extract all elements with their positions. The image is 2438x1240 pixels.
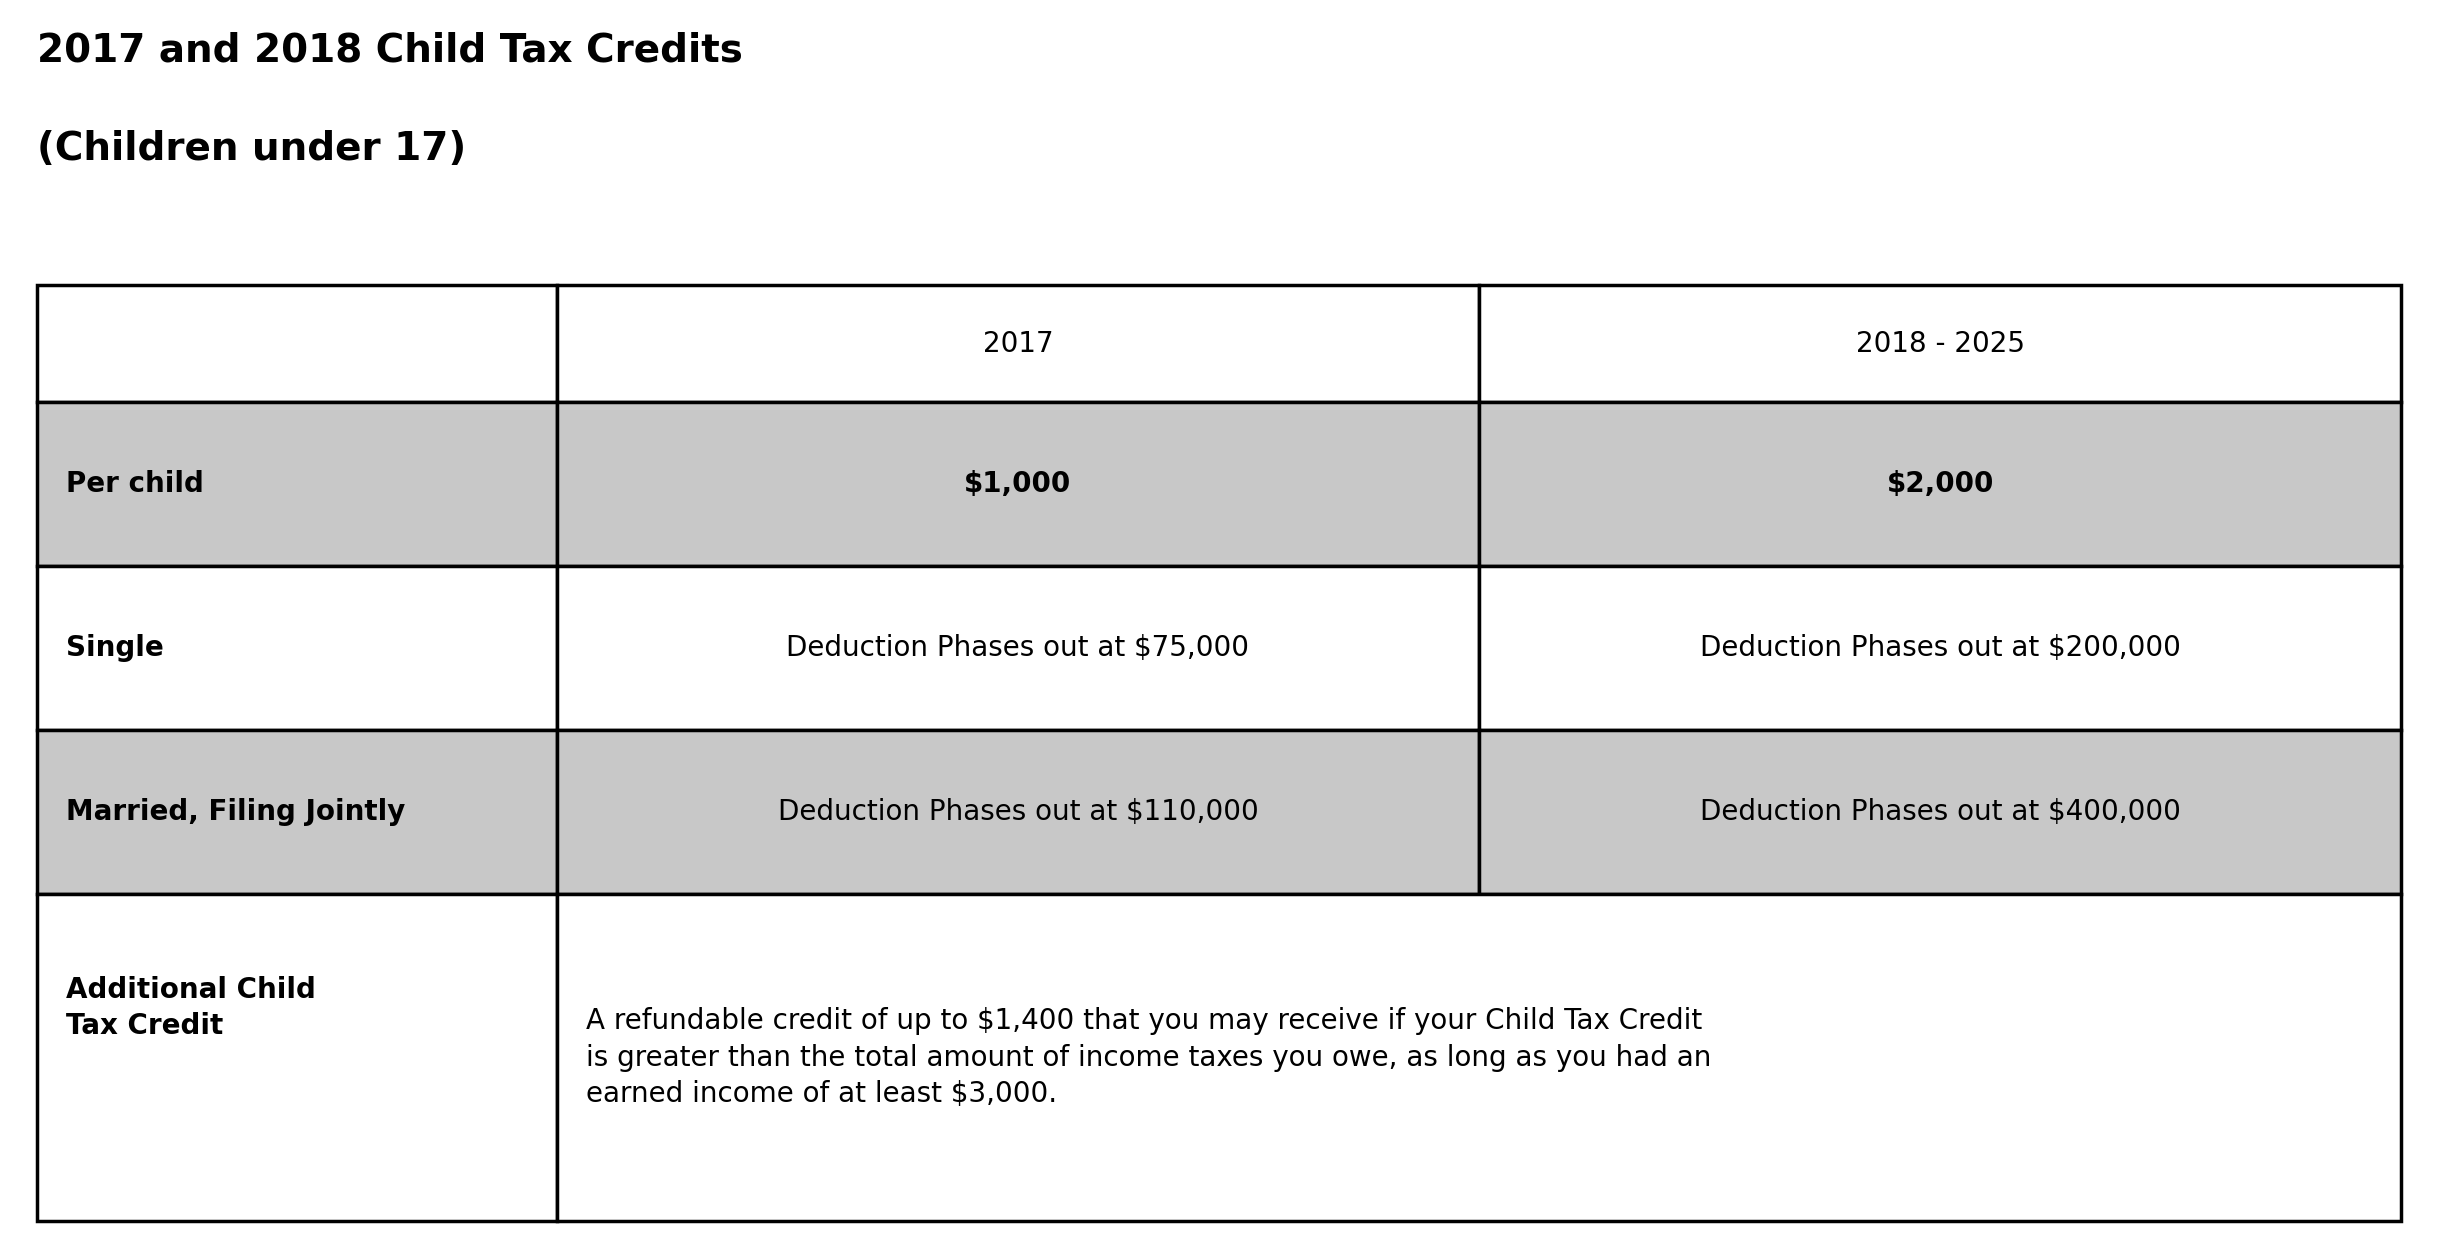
Text: Deduction Phases out at $400,000: Deduction Phases out at $400,000	[1699, 797, 2180, 826]
Bar	[1480, 565, 2401, 730]
Bar	[1480, 285, 2401, 402]
Text: A refundable credit of up to $1,400 that you may receive if your Child Tax Credi: A refundable credit of up to $1,400 that…	[585, 1007, 1711, 1109]
Text: $2,000: $2,000	[1887, 470, 1994, 498]
Text: Married, Filing Jointly: Married, Filing Jointly	[66, 797, 405, 826]
Bar	[1480, 730, 2401, 894]
Text: Deduction Phases out at $110,000: Deduction Phases out at $110,000	[778, 797, 1258, 826]
Bar	[37, 402, 556, 565]
Text: $1,000: $1,000	[965, 470, 1073, 498]
Bar	[1480, 402, 2401, 565]
Text: Single: Single	[66, 634, 163, 662]
Bar	[37, 894, 556, 1221]
Text: 2017 and 2018 Child Tax Credits: 2017 and 2018 Child Tax Credits	[37, 31, 744, 69]
Text: Deduction Phases out at $75,000: Deduction Phases out at $75,000	[787, 634, 1251, 662]
Bar	[37, 285, 556, 402]
Bar	[556, 894, 2401, 1221]
Bar	[556, 402, 1480, 565]
Text: Deduction Phases out at $200,000: Deduction Phases out at $200,000	[1699, 634, 2180, 662]
Bar	[556, 730, 1480, 894]
Bar	[556, 565, 1480, 730]
Bar	[556, 285, 1480, 402]
Text: Additional Child
Tax Credit: Additional Child Tax Credit	[66, 976, 315, 1040]
Bar	[37, 565, 556, 730]
Text: (Children under 17): (Children under 17)	[37, 130, 466, 169]
Text: Per child: Per child	[66, 470, 205, 498]
Text: 2017: 2017	[983, 330, 1053, 357]
Bar	[37, 730, 556, 894]
Text: 2018 - 2025: 2018 - 2025	[1855, 330, 2026, 357]
